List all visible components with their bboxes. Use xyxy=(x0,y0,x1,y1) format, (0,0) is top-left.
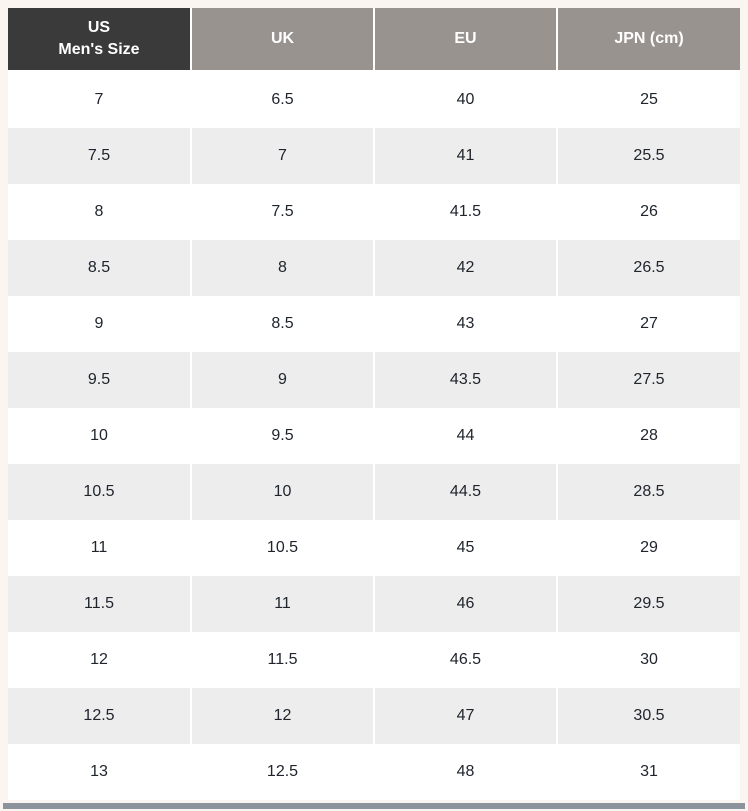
size-cell: 6.5 xyxy=(190,71,374,128)
size-cell: 8 xyxy=(8,184,191,240)
size-cell: 41 xyxy=(373,128,557,184)
size-cell: 9.5 xyxy=(8,352,191,408)
size-cell: 48 xyxy=(373,744,557,800)
size-cell: 29 xyxy=(556,520,740,576)
table-row: 11.5 11 46 29.5 xyxy=(8,576,740,632)
size-cell: 8.5 xyxy=(190,296,374,352)
table-row: 12 11.5 46.5 30 xyxy=(8,632,740,688)
horizontal-scrollbar-thumb[interactable] xyxy=(3,803,745,809)
size-cell: 44 xyxy=(373,408,557,464)
size-cell: 12 xyxy=(8,632,191,688)
table-row: 9.5 9 43.5 27.5 xyxy=(8,352,740,408)
size-cell: 8 xyxy=(190,240,374,296)
size-cell: 45 xyxy=(373,520,557,576)
table-row: 8.5 8 42 26.5 xyxy=(8,240,740,296)
size-cell: 10 xyxy=(8,408,191,464)
table-row: 12.5 12 47 30.5 xyxy=(8,688,740,744)
size-cell: 44.5 xyxy=(373,464,557,520)
size-cell: 7.5 xyxy=(190,184,374,240)
size-cell: 43.5 xyxy=(373,352,557,408)
size-cell: 9 xyxy=(8,296,191,352)
size-cell: 13 xyxy=(8,744,191,800)
size-cell: 10.5 xyxy=(190,520,374,576)
size-cell: 9.5 xyxy=(190,408,374,464)
size-cell: 46.5 xyxy=(373,632,557,688)
table-row: 10.5 10 44.5 28.5 xyxy=(8,464,740,520)
size-cell: 29.5 xyxy=(556,576,740,632)
size-table-header: US Men's Size UK EU JPN (cm) xyxy=(8,8,740,72)
size-cell: 30 xyxy=(556,632,740,688)
size-cell: 28 xyxy=(556,408,740,464)
size-cell: 10 xyxy=(190,464,374,520)
size-cell: 30.5 xyxy=(556,688,740,744)
table-row: 11 10.5 45 29 xyxy=(8,520,740,576)
size-cell: 31 xyxy=(556,744,740,800)
size-table-body: 7 6.5 40 25 7.5 7 41 25.5 8 7.5 41.5 26 8.5 8 42 26.5 9 8… xyxy=(8,71,740,800)
size-conversion-table: US Men's Size UK EU JPN (cm) 7 6.5 40 25 7.5… xyxy=(8,8,740,800)
size-cell: 26.5 xyxy=(556,240,740,296)
size-cell: 43 xyxy=(373,296,557,352)
size-cell: 7.5 xyxy=(8,128,191,184)
size-cell: 41.5 xyxy=(373,184,557,240)
size-cell: 7 xyxy=(8,71,191,128)
size-cell: 11.5 xyxy=(190,632,374,688)
table-row: 7.5 7 41 25.5 xyxy=(8,128,740,184)
size-cell: 8.5 xyxy=(8,240,191,296)
size-cell: 9 xyxy=(190,352,374,408)
size-cell: 28.5 xyxy=(556,464,740,520)
size-cell: 11 xyxy=(8,520,191,576)
size-cell: 7 xyxy=(190,128,374,184)
size-cell: 46 xyxy=(373,576,557,632)
size-cell: 40 xyxy=(373,71,557,128)
size-cell: 12.5 xyxy=(8,688,191,744)
size-cell: 27 xyxy=(556,296,740,352)
size-cell: 27.5 xyxy=(556,352,740,408)
header-cell-uk: UK xyxy=(190,8,374,72)
size-cell: 12.5 xyxy=(190,744,374,800)
size-cell: 25.5 xyxy=(556,128,740,184)
size-cell: 47 xyxy=(373,688,557,744)
size-cell: 12 xyxy=(190,688,374,744)
size-cell: 11.5 xyxy=(8,576,191,632)
size-cell: 42 xyxy=(373,240,557,296)
header-cell-eu: EU xyxy=(373,8,557,72)
header-cell-jpn: JPN (cm) xyxy=(556,8,740,72)
header-cell-us-mens-size: US Men's Size xyxy=(8,8,191,72)
table-row: 9 8.5 43 27 xyxy=(8,296,740,352)
table-row: 13 12.5 48 31 xyxy=(8,744,740,800)
size-chart-container: US Men's Size UK EU JPN (cm) 7 6.5 40 25 7.5… xyxy=(8,8,740,800)
size-cell: 26 xyxy=(556,184,740,240)
table-row: 10 9.5 44 28 xyxy=(8,408,740,464)
size-cell: 10.5 xyxy=(8,464,191,520)
size-cell: 25 xyxy=(556,71,740,128)
size-cell: 11 xyxy=(190,576,374,632)
table-row: 8 7.5 41.5 26 xyxy=(8,184,740,240)
header-row: US Men's Size UK EU JPN (cm) xyxy=(8,8,740,72)
table-row: 7 6.5 40 25 xyxy=(8,71,740,128)
